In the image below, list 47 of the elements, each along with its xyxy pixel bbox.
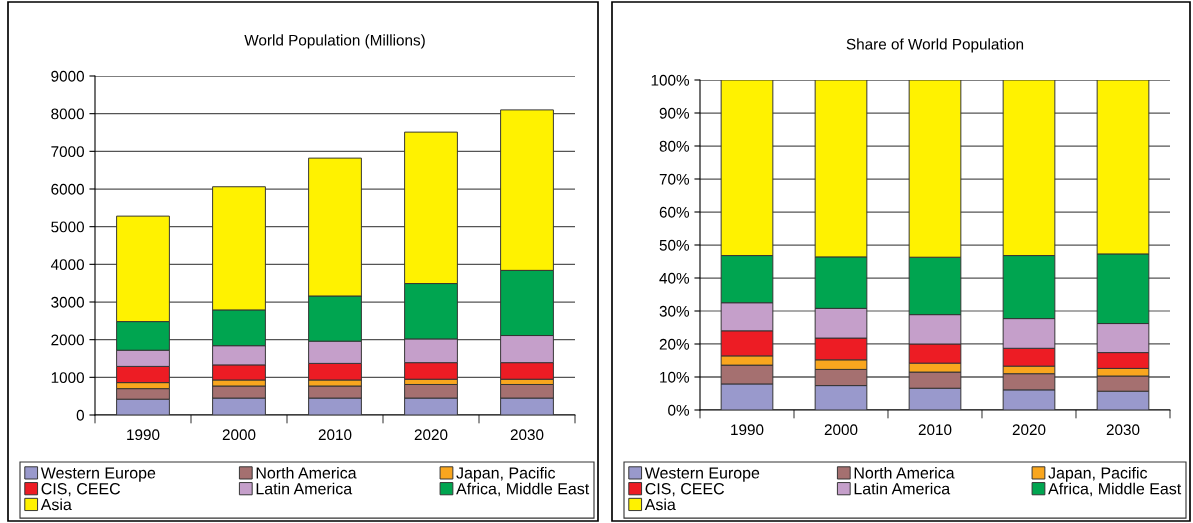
x-tick-label: 2000 bbox=[824, 424, 858, 436]
x-tick-label: 1990 bbox=[127, 429, 160, 441]
y-tick-label: 30% bbox=[659, 305, 690, 317]
legend-label: Japan, Pacific bbox=[1048, 466, 1148, 482]
x-tick-label: 2030 bbox=[510, 429, 544, 441]
legend-label: Asia bbox=[644, 498, 676, 511]
y-tick-label: 4000 bbox=[50, 259, 84, 271]
legend-label: Latin America bbox=[854, 482, 951, 495]
legend-label: Asia bbox=[40, 498, 72, 511]
y-tick-label: 0 bbox=[76, 409, 84, 421]
legend-label: North America bbox=[256, 466, 357, 479]
legend-label: Africa, Middle East bbox=[456, 482, 590, 497]
x-tick-label: 2010 bbox=[918, 424, 952, 436]
x-tick-label: 2020 bbox=[414, 429, 448, 441]
y-tick-label: 1000 bbox=[51, 372, 84, 384]
y-tick-label: 90% bbox=[659, 107, 690, 119]
y-tick-label: 10% bbox=[660, 371, 690, 383]
y-tick-label: 3000 bbox=[51, 296, 84, 308]
y-tick-label: 8000 bbox=[51, 108, 84, 120]
y-tick-label: 0% bbox=[668, 404, 690, 416]
y-tick-label: 50% bbox=[659, 239, 690, 251]
legend-label: Western Europe bbox=[40, 467, 156, 482]
legend-label: North America bbox=[854, 466, 955, 479]
legend-label: Japan, Pacific bbox=[456, 466, 556, 482]
x-tick-label: 2000 bbox=[222, 429, 256, 441]
y-tick-label: 5000 bbox=[51, 221, 84, 233]
y-tick-label: 80% bbox=[659, 140, 690, 152]
y-tick-label: 6000 bbox=[51, 183, 84, 195]
legend-label: Africa, Middle East bbox=[1048, 482, 1182, 497]
y-tick-label: 20% bbox=[659, 338, 690, 350]
y-tick-label: 40% bbox=[659, 272, 690, 284]
x-tick-label: 2010 bbox=[318, 429, 352, 441]
legend-label: CIS, CEEC bbox=[41, 483, 121, 497]
chart-title: World Population (Millions) bbox=[244, 34, 425, 49]
x-tick-label: 2030 bbox=[1106, 424, 1140, 436]
y-tick-label: 2000 bbox=[51, 334, 84, 346]
y-tick-label: 60% bbox=[659, 206, 690, 218]
x-tick-label: 2020 bbox=[1012, 424, 1046, 436]
legend-label: Western Europe bbox=[644, 467, 760, 482]
y-tick-label: 100% bbox=[651, 74, 690, 86]
y-tick-label: 9000 bbox=[51, 70, 84, 82]
chart-title: Share of World Population bbox=[846, 38, 1024, 53]
y-tick-label: 7000 bbox=[51, 146, 84, 158]
x-tick-label: 1990 bbox=[731, 424, 764, 436]
legend-label: CIS, CEEC bbox=[645, 483, 725, 497]
legend-label: Latin America bbox=[256, 482, 353, 495]
y-tick-label: 70% bbox=[659, 173, 690, 185]
